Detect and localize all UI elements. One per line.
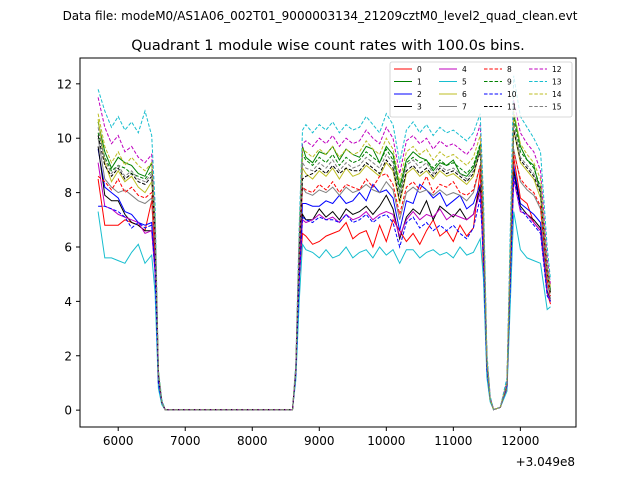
- series-layer: [97, 75, 551, 411]
- legend-label-12: 12: [552, 65, 562, 74]
- legend-label-7: 7: [462, 102, 467, 111]
- x-tick-label: 9000: [304, 434, 335, 448]
- y-tick-label: 10: [57, 132, 72, 146]
- y-tick-label: 4: [64, 295, 72, 309]
- legend-label-11: 11: [507, 102, 517, 111]
- x-tick-label: 7000: [170, 434, 201, 448]
- legend-label-3: 3: [417, 102, 422, 111]
- x-tick-label: 8000: [237, 434, 268, 448]
- legend-label-10: 10: [507, 90, 517, 99]
- data-file-label: Data file: modeM0/AS1A06_002T01_90000031…: [63, 9, 578, 23]
- legend-label-14: 14: [552, 90, 562, 99]
- y-tick-label: 6: [64, 240, 72, 254]
- legend-label-1: 1: [417, 77, 422, 86]
- legend-label-0: 0: [417, 65, 422, 74]
- y-tick-label: 2: [64, 349, 72, 363]
- legend-label-15: 15: [552, 102, 562, 111]
- x-tick-label: 10000: [367, 434, 405, 448]
- chart-title: Quadrant 1 module wise count rates with …: [131, 38, 525, 54]
- legend-label-2: 2: [417, 90, 422, 99]
- legend-frame: [389, 61, 573, 118]
- legend-label-6: 6: [462, 90, 467, 99]
- legend-label-4: 4: [462, 65, 467, 74]
- y-tick-label: 0: [64, 404, 72, 418]
- y-tick-label: 8: [64, 186, 72, 200]
- x-tick-label: 6000: [103, 434, 134, 448]
- x-tick-label: 12000: [501, 434, 539, 448]
- x-axis: 6000 7000 8000 9000 10000 11000 12000: [103, 427, 539, 448]
- legend-label-5: 5: [462, 77, 467, 86]
- axes-frame: [79, 57, 577, 428]
- legend-label-13: 13: [552, 77, 562, 86]
- y-axis: 0 2 4 6 8 10 12: [57, 77, 80, 418]
- plot-area: [80, 58, 576, 427]
- x-tick-label: 11000: [434, 434, 472, 448]
- legend-label-8: 8: [507, 65, 512, 74]
- x-offset-label: +3.049e8: [516, 455, 575, 469]
- y-tick-label: 12: [57, 77, 72, 91]
- legend-label-9: 9: [507, 77, 512, 86]
- series-line-15: [97, 124, 551, 411]
